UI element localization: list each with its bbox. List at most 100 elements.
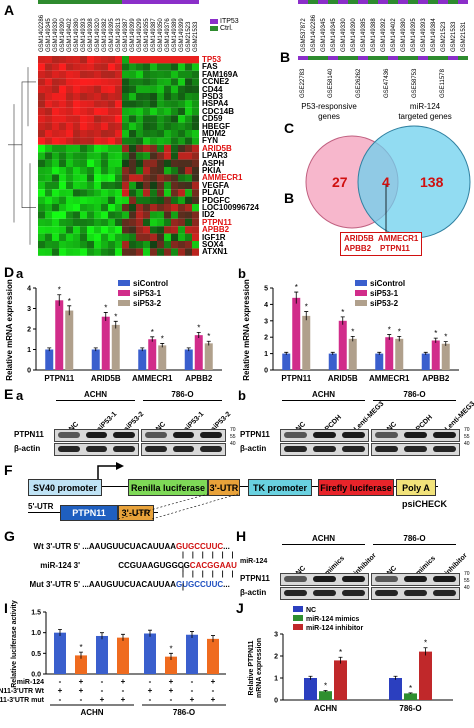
protein-band [433, 432, 456, 438]
heatmap-cell [94, 218, 101, 227]
heatmap-cell [136, 159, 143, 167]
heatmap-cell [115, 56, 122, 64]
heatmap-cell [143, 63, 150, 71]
heatmap-cell [192, 248, 199, 256]
heatmap-cell [129, 100, 136, 108]
heatmap-cell [115, 152, 122, 160]
error-bar [57, 294, 62, 306]
heatmap-cell [59, 211, 66, 219]
heatmap-cell [108, 233, 115, 241]
gsm-column-label: GSM149402 [67, 18, 73, 52]
heatmap-cell [115, 122, 122, 130]
gsm-column-label: GSM537872 [301, 18, 307, 52]
heatmap-cell [129, 115, 136, 123]
gsm-column-label: GSM149376 [165, 18, 171, 52]
size-marker: 55 [464, 578, 470, 584]
heatmap-cell [171, 241, 178, 249]
heatmap-cell [115, 248, 122, 256]
significance-star: * [104, 303, 107, 312]
blot-strip [141, 443, 226, 456]
heatmap-cell [185, 56, 192, 64]
protein-band [404, 576, 427, 582]
heatmap-cell [108, 130, 115, 138]
heatmap-cell [192, 152, 199, 160]
heatmap-cell [87, 233, 94, 241]
cell-line-label: 786-O [403, 390, 426, 399]
heatmap-cell [136, 115, 143, 123]
heatmap-cell [143, 218, 150, 227]
y-tick-label: 1.5 [31, 610, 41, 617]
heatmap-cell [157, 63, 164, 71]
heatmap-cell [192, 115, 199, 123]
heatmap-cell [122, 159, 129, 167]
mut-utr-seq: ...AAUGUUCUACAUUAA [82, 580, 177, 589]
heatmap-cell [164, 85, 171, 93]
heatmap-cell [150, 174, 157, 182]
heatmap-cell [101, 152, 108, 160]
heatmap-cell [143, 233, 150, 241]
heatmap-cell [73, 226, 80, 234]
heatmap-cell [45, 241, 52, 249]
heatmap-cell [164, 204, 171, 212]
gene-label: HBEGF [202, 121, 230, 131]
y-tick-label: 0.5 [31, 651, 41, 658]
heatmap-cell [108, 152, 115, 160]
protein-band [313, 446, 336, 452]
heatmap-cell [73, 144, 80, 153]
heatmap-cell [129, 152, 136, 160]
heatmap-cell [45, 233, 52, 241]
vector-name: psiCHECK [402, 499, 448, 509]
heatmap-cell [171, 137, 178, 145]
heatmap-cell [185, 107, 192, 116]
heatmap-cell [94, 174, 101, 182]
panel-label-g: G [4, 528, 15, 544]
heatmap-cell [150, 196, 157, 204]
heatmap-cell [192, 122, 199, 130]
error-bar [323, 690, 328, 692]
heatmap-cell [94, 144, 101, 153]
heatmap-cell [38, 137, 45, 145]
bar [421, 353, 430, 370]
protein-band [342, 432, 365, 438]
heatmap-cell [171, 159, 178, 167]
heatmap-cell [38, 211, 45, 219]
heatmap-cell [192, 233, 199, 241]
heatmap-cell [87, 189, 94, 197]
heatmap-cell [59, 204, 66, 212]
row-label: β-actin [240, 444, 267, 453]
heatmap-cell [101, 56, 108, 64]
header-underline [56, 400, 135, 401]
y-tick-label: 1 [264, 351, 268, 358]
heatmap-cell [101, 218, 108, 227]
protein-band [313, 576, 336, 582]
heatmap-cell [52, 137, 59, 145]
heatmap-cell [52, 241, 59, 249]
bar [194, 335, 203, 370]
group-bar-cell [185, 0, 192, 4]
size-marker: 40 [230, 441, 236, 447]
gsm-column-label: GSM149399 [130, 18, 136, 52]
overlap-genes-line1: ARID5B AMMECR1 [344, 234, 419, 243]
gsm-column-label: GSM1402286 [39, 14, 45, 52]
heatmap-cell [38, 107, 45, 116]
heatmap-cell [52, 100, 59, 108]
heatmap-cell [73, 107, 80, 116]
heatmap-cell [115, 211, 122, 219]
heatmap-cell [157, 130, 164, 138]
heatmap-cell [108, 159, 115, 167]
heatmap-cell [38, 167, 45, 175]
wt-utr-site: GUGCCUUC [176, 542, 224, 551]
heatmap-cell [136, 144, 143, 153]
heatmap-cell [122, 115, 129, 123]
heatmap-cell [122, 211, 129, 219]
heatmap-cell [87, 204, 94, 212]
heatmap-cell [171, 181, 178, 190]
heatmap-cell [73, 122, 80, 130]
size-marker: 70 [464, 427, 470, 433]
heatmap-cell [143, 174, 150, 182]
error-bar [304, 311, 309, 321]
ptpn11-gene-box: PTPN11 [60, 505, 118, 521]
heatmap-cell [80, 211, 87, 219]
gene-label: PTPN11 [202, 217, 232, 227]
condition-mark: + [79, 677, 84, 686]
